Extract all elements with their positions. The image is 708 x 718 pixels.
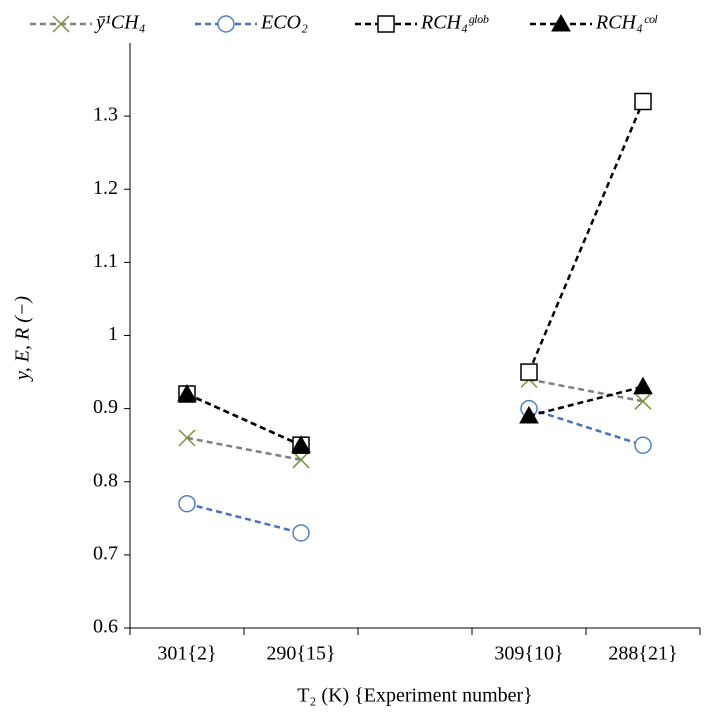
y-tick-label: 1.2 bbox=[93, 177, 118, 199]
data-point bbox=[292, 524, 310, 542]
y-tick-label: 1.3 bbox=[93, 104, 118, 126]
x-tick-label: 290{15} bbox=[266, 643, 335, 665]
legend-marker bbox=[551, 13, 571, 32]
y-tick-label: 1 bbox=[108, 323, 118, 345]
legend-marker bbox=[52, 15, 70, 33]
x-tick-label: 301{2} bbox=[157, 643, 216, 665]
data-point bbox=[634, 392, 652, 410]
data-point bbox=[634, 92, 652, 111]
x-tick-label: 288{21} bbox=[608, 643, 677, 665]
series-line bbox=[186, 385, 644, 447]
data-point bbox=[633, 376, 653, 395]
legend-label: ȳ¹CH₄ bbox=[94, 12, 146, 34]
x-axis-label: T₂ (K) {Experiment number} bbox=[297, 685, 533, 707]
data-point bbox=[520, 363, 538, 381]
data-point bbox=[178, 429, 196, 447]
data-point bbox=[634, 436, 652, 454]
data-point bbox=[291, 435, 311, 453]
y-axis-label: y, E, R (−) bbox=[12, 296, 34, 382]
y-tick-label: 0.8 bbox=[93, 469, 118, 491]
y-tick-label: 1.1 bbox=[93, 250, 118, 272]
series-line bbox=[186, 378, 644, 462]
legend-marker bbox=[377, 15, 395, 33]
legend-marker bbox=[217, 15, 235, 33]
data-point bbox=[178, 494, 196, 513]
series-line bbox=[186, 101, 645, 447]
x-tick-label: 309{10} bbox=[494, 643, 563, 665]
data-point bbox=[177, 383, 197, 402]
legend-label: ECO₂ bbox=[260, 12, 308, 34]
legend-label: RCH₄ᵍˡᵒᵇ bbox=[420, 12, 489, 34]
series-line bbox=[186, 407, 644, 535]
y-tick-label: 0.7 bbox=[93, 542, 118, 564]
data-point bbox=[519, 405, 539, 424]
data-point bbox=[292, 451, 310, 469]
y-tick-label: 0.6 bbox=[93, 616, 118, 638]
y-tick-label: 0.9 bbox=[93, 396, 118, 418]
legend-label: RCH₄ᶜᵒˡ bbox=[595, 12, 658, 34]
